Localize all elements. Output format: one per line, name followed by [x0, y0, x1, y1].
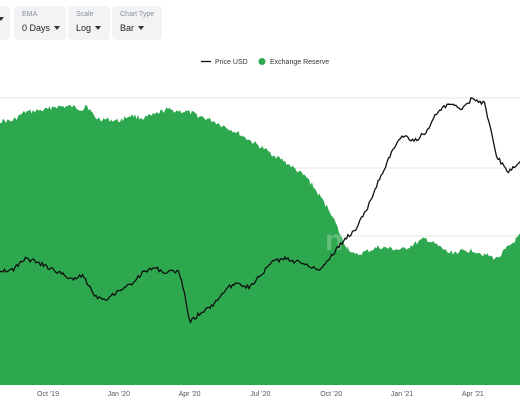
- x-axis-ticks: Oct '19 Jan '20 Apr '20 Jul '20 Oct '20 Jan '…: [37, 391, 484, 398]
- scale-value: Log: [76, 23, 104, 33]
- legend-reserve-swatch: [258, 58, 266, 65]
- ema-label: EMA: [22, 11, 38, 18]
- scale-select[interactable]: Scale Log: [68, 6, 110, 40]
- scale-label: Scale: [76, 11, 94, 18]
- watermark: nt: [325, 224, 353, 257]
- price-usd-line: [0, 96, 520, 325]
- chevron-down-icon: [138, 26, 145, 30]
- chevron-down-icon: [95, 26, 102, 30]
- x-tick-label: Apr '21: [462, 391, 484, 398]
- chevron-down-icon: [54, 26, 61, 30]
- legend: Price USD Exchange Reserve: [201, 58, 329, 66]
- chart-type-select[interactable]: Chart Type Bar: [112, 6, 162, 40]
- x-tick-label: Apr '20: [179, 391, 201, 398]
- chart-type-value: Bar: [120, 23, 156, 33]
- x-tick-label: Jan '20: [108, 391, 130, 398]
- x-tick-label: Oct '19: [37, 391, 59, 398]
- legend-price-label: Price USD: [215, 59, 248, 66]
- x-tick-label: Oct '20: [320, 391, 342, 398]
- legend-reserve-label: Exchange Reserve: [270, 59, 329, 66]
- ema-value: 0 Days: [22, 23, 61, 33]
- chevron-down-icon: [0, 17, 4, 21]
- x-tick-label: Jul '20: [250, 391, 270, 398]
- exchange-reserve-area: [0, 104, 520, 385]
- ema-select[interactable]: EMA 0 Days: [14, 6, 66, 40]
- chart-type-label: Chart Type: [120, 11, 155, 18]
- control-hidden-left[interactable]: [0, 6, 10, 40]
- control-hidden-left-value: [0, 14, 4, 24]
- x-tick-label: Jan '21: [391, 391, 413, 398]
